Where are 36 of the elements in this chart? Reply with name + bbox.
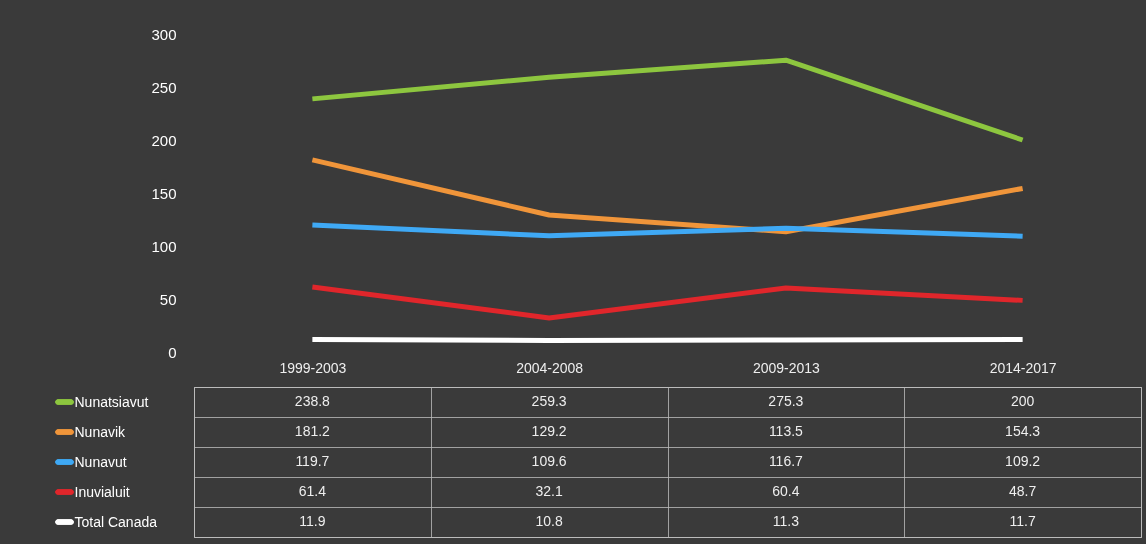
data-label: 11.3 bbox=[772, 513, 800, 529]
y-tick-label: 150 bbox=[151, 184, 177, 202]
data-label: 11.7 bbox=[1009, 513, 1036, 529]
y-tick-label: 100 bbox=[151, 237, 177, 255]
legend-label: Inuvialuit bbox=[74, 483, 130, 500]
legend-label: Nunatsiavut bbox=[74, 393, 149, 410]
data-label: 259.3 bbox=[531, 393, 567, 409]
data-label: 60.4 bbox=[772, 483, 800, 499]
data-label: 32.1 bbox=[535, 483, 563, 499]
y-tick-label: 250 bbox=[151, 78, 177, 96]
x-tick-label: 2009-2013 bbox=[752, 359, 821, 376]
x-tick-label: 1999-2003 bbox=[279, 359, 347, 376]
legend-label: Total Canada bbox=[74, 513, 158, 530]
y-tick-label: 200 bbox=[151, 131, 177, 149]
data-label: 275.3 bbox=[768, 393, 804, 409]
data-label: 200 bbox=[1010, 393, 1035, 409]
data-label: 109.6 bbox=[531, 453, 567, 469]
y-tick-label: 300 bbox=[151, 25, 177, 43]
data-label: 154.3 bbox=[1005, 423, 1041, 439]
data-label: 129.2 bbox=[531, 423, 567, 439]
y-tick-label: 0 bbox=[168, 343, 177, 361]
data-label: 116.7 bbox=[768, 453, 804, 469]
data-label: 109.2 bbox=[1005, 453, 1041, 469]
data-label: 48.7 bbox=[1009, 483, 1037, 499]
x-tick-label: 2004-2008 bbox=[516, 359, 584, 376]
data-label: 11.9 bbox=[299, 513, 326, 529]
legend-label: Nunavut bbox=[74, 453, 127, 470]
data-label: 61.4 bbox=[298, 483, 327, 499]
data-label: 119.7 bbox=[295, 453, 330, 469]
y-tick-label: 50 bbox=[159, 290, 177, 308]
data-label: 181.2 bbox=[294, 423, 331, 439]
data-label: 238.8 bbox=[294, 393, 331, 409]
x-tick-label: 2014-2017 bbox=[989, 359, 1057, 376]
legend-label: Nunavik bbox=[74, 423, 127, 440]
data-label: 113.5 bbox=[768, 423, 804, 439]
data-label: 10.8 bbox=[535, 513, 563, 529]
